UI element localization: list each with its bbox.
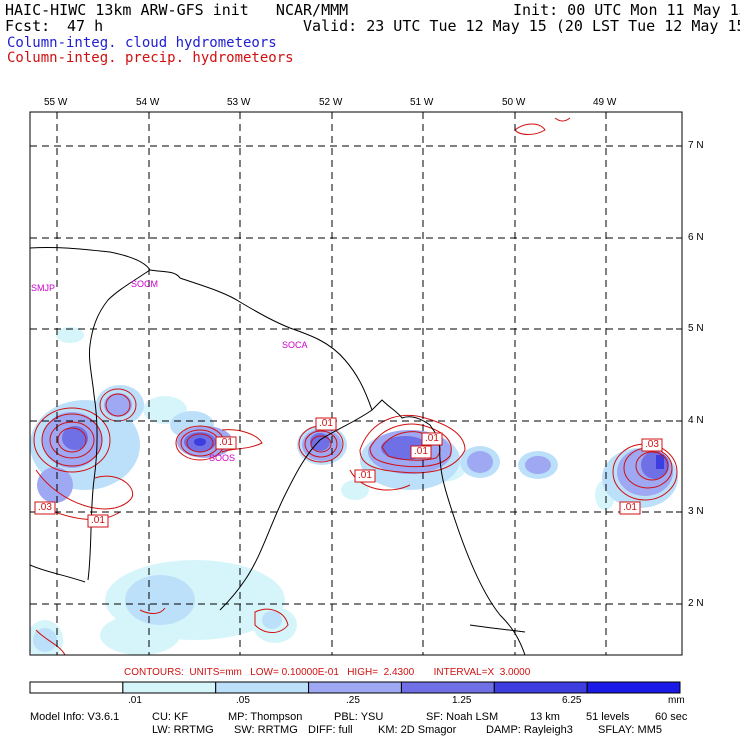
forecast-hour: 47 h <box>67 17 104 35</box>
shading-level-1 <box>30 327 615 655</box>
model-info-sflay: SFLAY: MM5 <box>598 724 662 736</box>
lon-label: 51 W <box>410 97 434 108</box>
contour-label: .01 <box>358 470 372 481</box>
frame-ticks <box>56 112 682 605</box>
lat-label: 2 N <box>688 598 704 609</box>
lat-label: 7 N <box>688 140 704 151</box>
lon-label: 53 W <box>227 97 251 108</box>
shading-level-5 <box>194 438 664 469</box>
model-info-damp: DAMP: Rayleigh3 <box>486 724 573 736</box>
coastline <box>30 246 526 655</box>
model-info-timestep: 60 sec <box>655 711 688 723</box>
contour-label-boxes <box>34 417 663 528</box>
colorbar-unit: mm <box>668 695 685 706</box>
model-info-res: 13 km <box>530 711 560 723</box>
field-precip-label: Column-integ. precip. hydrometeors <box>7 50 294 66</box>
colorbar-tick-label: 6.25 <box>562 695 582 706</box>
model-info-pbl: PBL: YSU <box>334 711 384 723</box>
lat-label: 4 N <box>688 415 704 426</box>
model-info-diff: DIFF: full <box>308 724 353 736</box>
model-info-km: KM: 2D Smagor <box>378 724 457 736</box>
lat-label: 6 N <box>688 232 704 243</box>
colorbar-tick-label: .25 <box>346 695 360 706</box>
model-info-sw: SW: RRTMG <box>234 724 298 736</box>
lon-label: 50 W <box>502 97 526 108</box>
chart-title: HAIC-HIWC 13km ARW-GFS init NCAR/MMM <box>5 1 349 19</box>
field-cloud-label: Column-integ. cloud hydrometeors <box>7 35 277 51</box>
colorbar-tick-label: .05 <box>236 695 250 706</box>
place-label: SMJP <box>31 283 56 293</box>
model-info-cu: CU: KF <box>152 711 189 723</box>
model-info-mp: MP: Thompson <box>228 711 303 723</box>
contour-label: .01 <box>91 515 105 526</box>
valid-time: Valid: 23 UTC Tue 12 May 15 (20 LST Tue … <box>303 17 740 35</box>
model-info: Model Info: V3.6.1 <box>30 711 120 723</box>
forecast-label: Fcst: <box>5 17 51 35</box>
lon-label: 55 W <box>44 97 68 108</box>
contour-label: .01 <box>623 502 637 513</box>
lon-label: 52 W <box>319 97 343 108</box>
map-frame <box>29 111 683 656</box>
colorbar-tick-label: 1.25 <box>452 695 472 706</box>
model-info-sf: SF: Noah LSM <box>426 711 499 723</box>
place-label: SOOS <box>209 453 236 463</box>
contour-label: .01 <box>425 433 439 444</box>
place-label: SOCA <box>282 340 308 350</box>
contour-label: .03 <box>645 439 659 450</box>
lat-label: 3 N <box>688 506 704 517</box>
lat-label: 5 N <box>688 323 704 334</box>
colorbar-tick-label: .01 <box>128 695 142 706</box>
model-info-lw: LW: RRTMG <box>152 724 214 736</box>
init-time: Init: 00 UTC Mon 11 May 15 <box>513 1 740 19</box>
latlon-grid <box>30 112 682 655</box>
contour-label: .01 <box>414 446 428 457</box>
contour-info: CONTOURS: UNITS=mm LOW= 0.10000E-01 HIGH… <box>124 667 531 678</box>
contour-label: .03 <box>38 502 52 513</box>
contour-label: .01 <box>219 437 233 448</box>
lon-label: 54 W <box>136 97 160 108</box>
contour-label: .01 <box>319 418 333 429</box>
model-info-levels: 51 levels <box>586 711 630 723</box>
place-label: SOCM <box>131 279 158 289</box>
lon-label: 49 W <box>593 97 617 108</box>
